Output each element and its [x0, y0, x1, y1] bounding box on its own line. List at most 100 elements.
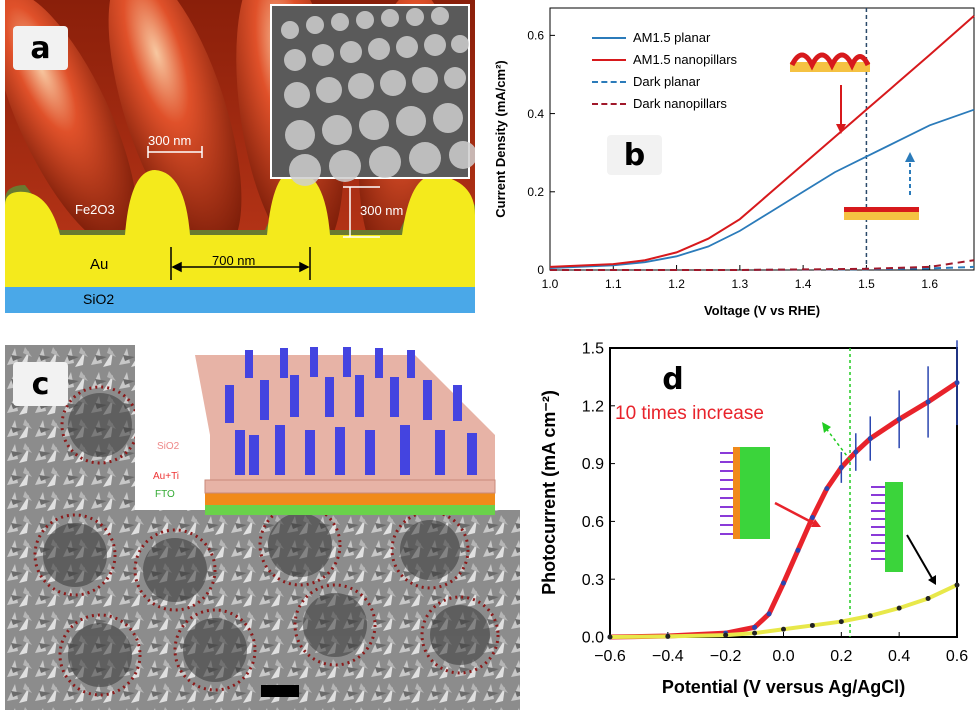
inset-label-sio2: SiO2 [157, 441, 180, 452]
panel-b-chart: 1.0 1.1 1.2 1.3 1.4 1.5 1.6 0 0.2 0.4 0.6 Voltage (… [493, 7, 975, 318]
panel-a: a 300 nm 300 nm 700 nm Fe2O3 Au SiO2 [5, 0, 475, 313]
y-tick-label: 0.9 [582, 456, 604, 473]
arrow-to-black [906, 534, 934, 581]
panel-c: c SiO2 Au+Ti FTO [5, 345, 520, 710]
green-pointer [824, 426, 851, 461]
data-point [781, 626, 786, 632]
data-point [896, 605, 902, 611]
data-point [766, 611, 772, 617]
fe2o3-label: Fe2O3 [75, 202, 115, 217]
y-tick-label: 1.2 [582, 398, 604, 415]
arrow-to-red-head [811, 519, 821, 527]
panel-c-sem [5, 345, 520, 710]
schematic-planar-base [844, 212, 919, 220]
data-point [824, 486, 830, 492]
panel-d-letter: d [648, 358, 698, 400]
y-tick-label: 0.4 [527, 107, 544, 121]
legend-item-am15-nanopillars: AM1.5 nanopillars [592, 49, 737, 71]
x-tick-label: 0.6 [946, 648, 968, 665]
pitch-label: 700 nm [212, 253, 256, 268]
device-nanopillar-au [733, 447, 740, 539]
pitch-line [170, 247, 311, 280]
arrow-planar-head [905, 152, 915, 162]
y-tick-label: 0.2 [527, 185, 544, 199]
dimension-lines [147, 146, 380, 238]
legend-item-dark-planar: Dark planar [592, 71, 737, 93]
arrow-nanopillar-head [836, 124, 846, 134]
data-point [867, 613, 873, 619]
plot-frame [549, 7, 975, 271]
x-axis-label: Potential (V versus Ag/AgCl) [662, 677, 905, 697]
data-point [723, 632, 729, 638]
x-tick-label: 0.2 [830, 648, 852, 665]
y-axis-label: Photocurrent (mA cm⁻²) [539, 390, 559, 595]
legend-item-dark-nanopillars: Dark nanopillars [592, 93, 737, 115]
x-tick-label: 0.4 [888, 648, 910, 665]
panel-a-letter: a [13, 26, 68, 70]
series-line-0 [549, 108, 975, 269]
y-tick-label: 0.0 [582, 630, 604, 647]
legend-label-am15-nanopillars: AM1.5 nanopillars [633, 52, 738, 67]
panel-c-letter: c [13, 362, 68, 406]
data-point [752, 630, 758, 636]
series-line-1 [549, 15, 975, 268]
increase-annotation: 10 times increase [615, 403, 764, 424]
data-point [809, 515, 815, 521]
x-tick-label: −0.4 [652, 648, 684, 665]
schematic-nanopillar-film [789, 52, 871, 71]
sem-inset [270, 4, 475, 186]
data-point [752, 624, 758, 630]
x-tick-label: 1.0 [542, 277, 559, 291]
y-axis-label: Current Density (mA/cm²) [493, 60, 508, 217]
series-line-3 [550, 259, 975, 271]
data-point [925, 595, 931, 601]
data-point [954, 582, 960, 588]
y-tick-label: 0.3 [582, 572, 604, 589]
green-pointer-head [822, 422, 831, 433]
device-nanopillar-fto [740, 447, 770, 539]
schematic-planar-film [844, 207, 919, 212]
x-tick-label: 0.0 [772, 648, 794, 665]
panel-b-letter: b [607, 135, 662, 175]
panel-a-illustration [5, 0, 475, 313]
x-tick-label: 1.6 [921, 277, 938, 291]
sio2-label: SiO2 [83, 291, 115, 307]
height-label: 300 nm [360, 203, 404, 218]
x-tick-label: 1.2 [668, 277, 685, 291]
x-tick-label: 1.5 [858, 277, 875, 291]
y-tick-label: 0.6 [582, 514, 604, 531]
inset-label-fto: FTO [155, 489, 175, 500]
y-tick-label: 1.5 [582, 341, 604, 358]
x-tick-label: −0.6 [594, 648, 626, 665]
x-tick-label: −0.2 [710, 648, 742, 665]
device-inset [135, 345, 520, 515]
au-label: Au [90, 256, 109, 273]
legend-label-am15-planar: AM1.5 planar [633, 30, 711, 45]
schematic-nanopillar-base [790, 62, 870, 72]
scale-bar [261, 685, 299, 697]
legend-item-am15-planar: AM1.5 planar [592, 27, 737, 49]
period-label: 300 nm [148, 133, 192, 148]
x-tick-label: 1.1 [605, 277, 622, 291]
data-point [607, 634, 613, 640]
data-point [795, 547, 801, 553]
legend: AM1.5 planar AM1.5 nanopillars Dark plan… [592, 27, 737, 115]
data-point [809, 622, 815, 628]
x-tick-label: 1.3 [732, 277, 749, 291]
y-tick-label: 0 [537, 263, 544, 277]
arrow-to-black-head [928, 575, 936, 585]
panel-b: 1.0 1.1 1.2 1.3 1.4 1.5 1.6 0 0.2 0.4 0.6 Voltage (… [480, 0, 977, 330]
data-point [838, 619, 844, 625]
legend-label-dark-nanopillars: Dark nanopillars [633, 96, 727, 111]
arrow-to-red [774, 501, 818, 527]
pore-shadows [43, 393, 490, 687]
inset-label-auti: Au+Ti [153, 471, 180, 482]
y-tick-label: 0.6 [527, 29, 544, 43]
panel-d-chart: −0.6 −0.4 −0.2 0.0 0.2 0.4 0.6 0.0 0.3 0.6 0.9 1.2 1… [539, 340, 968, 697]
data-point [781, 580, 786, 586]
data-point [665, 633, 671, 639]
legend-label-dark-planar: Dark planar [633, 74, 701, 89]
panel-d: −0.6 −0.4 −0.2 0.0 0.2 0.4 0.6 0.0 0.3 0.6 0.9 1.2 1… [535, 335, 977, 715]
device-planar-fto [885, 482, 903, 572]
x-tick-label: 1.4 [795, 277, 812, 291]
